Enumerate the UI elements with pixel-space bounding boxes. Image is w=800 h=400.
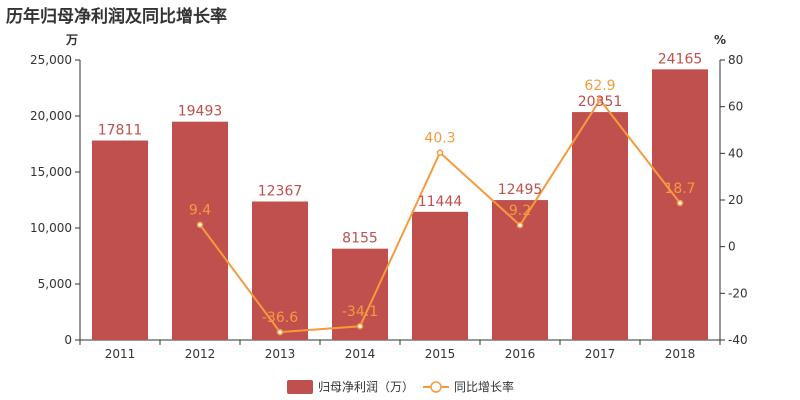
bar <box>572 112 628 340</box>
left-tick-label: 5,000 <box>38 277 72 291</box>
bar-value-label: 19493 <box>178 104 223 120</box>
x-tick-label: 2011 <box>105 347 136 361</box>
line-value-label: -36.6 <box>262 310 298 326</box>
axes: 万 % 0 5,000 10,000 15,000 20,000 25,000 -40 -20 0 2… <box>30 33 748 361</box>
bar-value-label: 12495 <box>498 182 543 198</box>
line-value-label: 9.2 <box>509 203 531 219</box>
bar <box>492 200 548 340</box>
left-tick-label: 25,000 <box>30 53 72 67</box>
x-tick-label: 2018 <box>665 347 696 361</box>
right-tick-label: -20 <box>728 286 748 300</box>
bar <box>252 201 308 340</box>
x-tick-label: 2012 <box>185 347 216 361</box>
right-axis-unit: % <box>714 33 726 47</box>
left-tick-label: 0 <box>64 333 72 347</box>
line-value-label: 40.3 <box>424 131 455 147</box>
x-tick-label: 2016 <box>505 347 536 361</box>
line-value-label: -34.1 <box>342 304 378 320</box>
line-point <box>276 328 284 336</box>
bar-value-label: 8155 <box>342 231 378 247</box>
left-tick-label: 20,000 <box>30 109 72 123</box>
bar-value-label: 17811 <box>98 123 143 139</box>
line-point <box>196 221 204 228</box>
bar <box>172 121 228 340</box>
right-tick-label: 40 <box>728 146 743 160</box>
right-tick-label: -40 <box>728 333 748 347</box>
line-value-label: 9.4 <box>189 203 211 219</box>
bar-value-label: 20351 <box>578 94 623 110</box>
line-point <box>596 96 604 104</box>
x-tick-label: 2013 <box>265 347 296 361</box>
line-point <box>436 149 444 156</box>
x-tick-label: 2017 <box>585 347 616 361</box>
right-tick-label: 80 <box>728 53 743 67</box>
bar-series <box>92 69 708 341</box>
left-tick-label: 15,000 <box>30 165 72 179</box>
line-point <box>676 199 684 207</box>
chart-title: 历年归母净利润及同比增长率 <box>6 7 227 27</box>
bar-value-label: 11444 <box>418 194 463 210</box>
legend-bar-label: 归母净利润（万） <box>318 380 414 394</box>
bar-value-label: 12367 <box>258 183 303 199</box>
legend-line-label: 同比增长率 <box>454 379 514 394</box>
legend-line-marker <box>430 381 442 393</box>
left-tick-label: 10,000 <box>30 221 72 235</box>
legend: 归母净利润（万） 同比增长率 <box>287 379 514 394</box>
line-value-label: 62.9 <box>584 78 615 94</box>
legend-bar-swatch <box>287 380 313 394</box>
data-labels: 17811 19493 12367 8155 11444 12495 20351 24165 9… <box>98 51 703 326</box>
line-point <box>356 322 364 330</box>
right-tick-label: 0 <box>728 240 736 254</box>
x-tick-label: 2014 <box>345 347 376 361</box>
right-tick-label: 60 <box>728 100 743 114</box>
bar-value-label: 24165 <box>658 51 703 67</box>
line-point <box>516 221 524 229</box>
bar <box>412 211 468 340</box>
right-tick-label: 20 <box>728 193 743 207</box>
bar <box>92 140 148 340</box>
line-series <box>196 96 684 336</box>
x-tick-label: 2015 <box>425 347 456 361</box>
left-axis-unit: 万 <box>65 33 78 47</box>
line-value-label: 18.7 <box>664 181 695 197</box>
